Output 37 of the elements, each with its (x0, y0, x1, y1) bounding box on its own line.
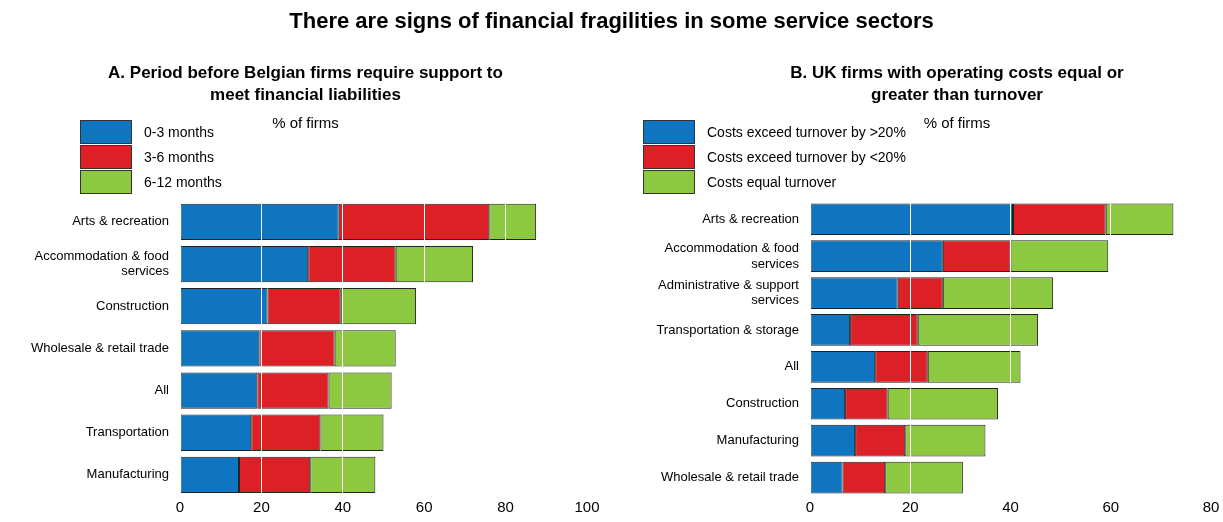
legend-label: Costs exceed turnover by >20% (707, 123, 906, 140)
legend-label: Costs equal turnover (707, 173, 837, 190)
x-tick-label: 60 (1102, 498, 1120, 516)
legend-label: 3-6 months (144, 148, 215, 165)
x-tick-label: 40 (334, 498, 352, 516)
y-tick-label: All (784, 358, 800, 374)
chart-subtitle: % of firms (923, 114, 991, 131)
y-tick-label: Transportation & storage (656, 321, 799, 337)
chart-subtitle: % of firms (272, 114, 339, 131)
x-tick-label: 40 (1002, 498, 1019, 516)
legend-label: Costs exceed turnover by <20% (707, 148, 906, 165)
y-tick-label: Manufacturing (86, 466, 169, 482)
legend-label: 0-3 months (144, 123, 215, 140)
x-tick-label: 80 (1202, 498, 1220, 516)
text: There are signs of financial fragilities in some service sectors (288, 8, 935, 34)
chart-title: B. UK firms with operating costs equal or greater than turnover (789, 62, 1125, 106)
y-tick-label: Construction (96, 297, 169, 313)
x-tick-label: 80 (497, 498, 514, 516)
y-tick-label: All (154, 382, 170, 398)
y-tick-label: Transportation (85, 424, 169, 440)
x-tick-label: 20 (253, 498, 270, 516)
y-tick-label: Arts & recreation (72, 213, 169, 229)
y-tick-label: Accommodation & food services (34, 247, 170, 279)
y-tick-label: Accommodation & food services (664, 239, 800, 271)
y-tick-label: Administrative & support services (658, 276, 800, 308)
y-tick-label: Wholesale & retail trade (30, 339, 169, 355)
x-tick-label: 0 (805, 498, 815, 516)
chart-title: A. Period before Belgian firms require support to meet financial liabilities (107, 62, 504, 106)
x-tick-label: 20 (901, 498, 919, 516)
x-tick-label: 100 (574, 498, 600, 516)
y-tick-label: Manufacturing (716, 432, 799, 448)
legend-label: 6-12 months (144, 173, 222, 190)
y-tick-label: Arts & recreation (702, 210, 799, 226)
x-tick-label: 60 (415, 498, 433, 516)
x-tick-label: 0 (175, 498, 185, 516)
y-tick-label: Wholesale & retail trade (660, 469, 799, 485)
y-tick-label: Construction (726, 395, 799, 411)
